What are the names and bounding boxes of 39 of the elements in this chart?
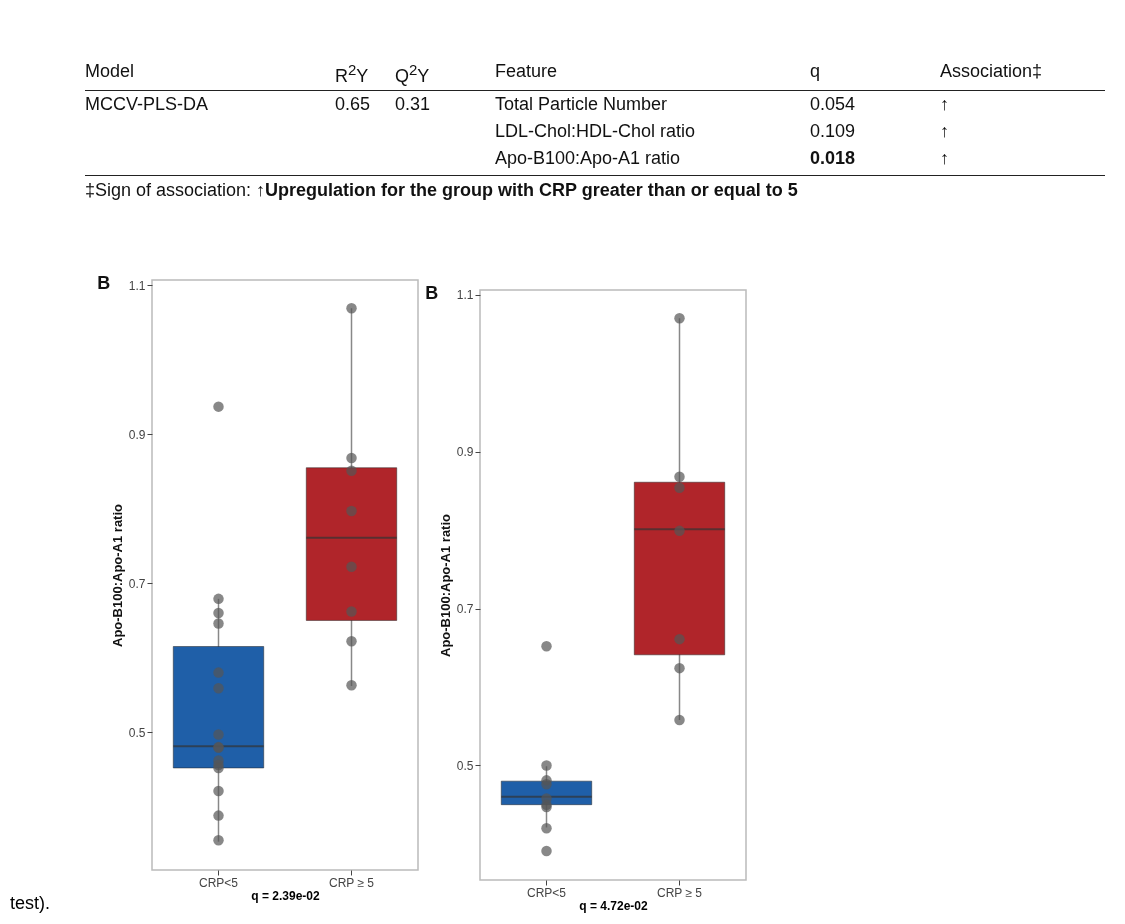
y-tick-label: 0.5 xyxy=(456,758,474,773)
y-tick-label: 0.5 xyxy=(128,725,146,740)
text: Total Particle Number xyxy=(495,93,669,116)
text: ↑ xyxy=(940,93,950,116)
x-axis-title: q = 4.72e-02 xyxy=(579,898,649,913)
x-tick-label: CRP<5 xyxy=(526,885,567,900)
text: test). xyxy=(10,893,51,914)
text: 0.018 xyxy=(810,147,857,170)
chart-title: B xyxy=(97,273,111,294)
text: 0.054 xyxy=(810,93,857,116)
chart-title: B xyxy=(425,282,439,303)
y-axis-title: Apo-B100:Apo-A1 ratio xyxy=(437,513,453,658)
text: Feature xyxy=(495,58,810,91)
y-axis-title: Apo-B100:Apo-A1 ratio xyxy=(109,503,125,648)
y-tick-label: 0.7 xyxy=(456,602,474,617)
text: Q$^{2}$Y xyxy=(395,58,495,91)
text: 0.109 xyxy=(810,120,857,143)
text: q xyxy=(810,58,940,91)
text: ↑ xyxy=(940,147,950,170)
text: ↑ xyxy=(940,120,950,143)
text: ‡Sign of association: xyxy=(85,180,253,200)
y-tick-label: 1.1 xyxy=(456,288,474,303)
text: LDL-Chol:HDL-Chol ratio xyxy=(495,120,697,143)
text: 0.31 xyxy=(395,93,432,116)
text: 0.65 xyxy=(335,93,372,116)
text: MCCV-PLS-DA xyxy=(85,93,210,116)
x-axis-title: q = 2.39e-02 xyxy=(251,888,321,903)
text: ↑Upregulation for the group with CRP greater than or equal to 5 xyxy=(256,180,798,200)
text: Model xyxy=(85,58,335,91)
y-tick-label: 0.9 xyxy=(456,445,474,460)
y-tick-label: 0.7 xyxy=(128,576,146,591)
y-tick-label: 1.1 xyxy=(128,278,146,293)
x-tick-label: CRP ≥ 5 xyxy=(328,875,375,890)
text: Association‡ xyxy=(940,58,1105,91)
x-tick-label: CRP<5 xyxy=(198,875,239,890)
x-tick-label: CRP ≥ 5 xyxy=(656,885,703,900)
y-tick-label: 0.9 xyxy=(128,427,146,442)
text: Apo-B100:Apo-A1 ratio xyxy=(495,147,682,170)
text: R$^{2}$Y xyxy=(335,58,395,91)
